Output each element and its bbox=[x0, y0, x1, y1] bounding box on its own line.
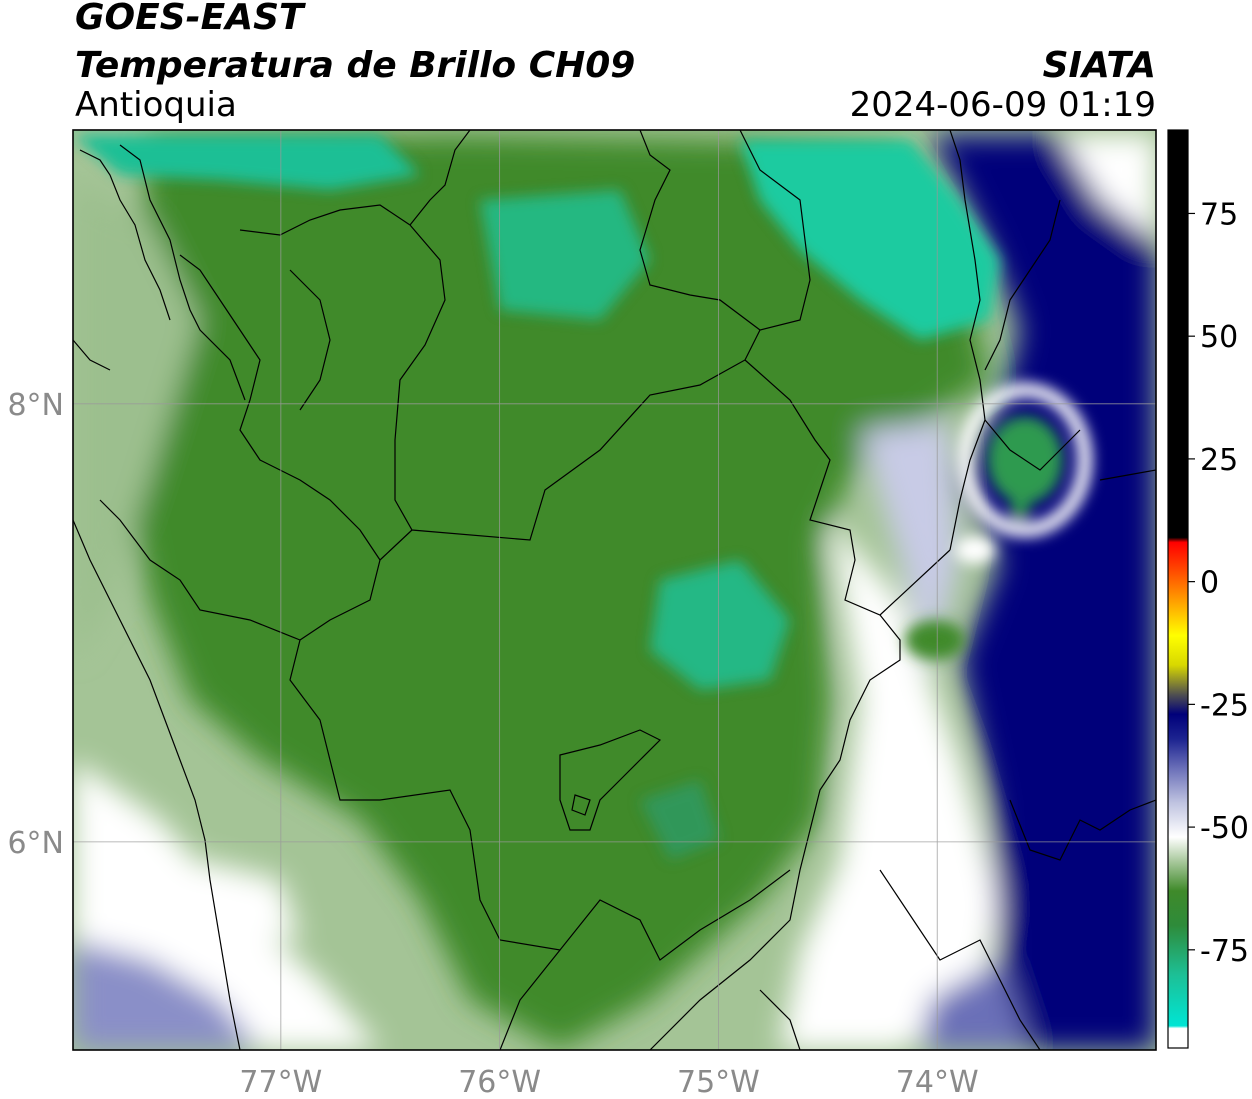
temperature-field bbox=[73, 130, 1156, 1050]
longitude-tick-label: 75°W bbox=[677, 1065, 760, 1099]
graticule bbox=[73, 130, 1156, 1050]
colorbar: 75 50 25 0 -25 -50 -75 bbox=[1167, 129, 1249, 1049]
datetime-label: 2024-06-09 01:19 bbox=[849, 85, 1156, 125]
satellite-title: GOES-EAST bbox=[75, 0, 304, 38]
latitude-labels: 8°N 6°N bbox=[7, 388, 64, 861]
longitude-labels: 77°W 76°W 75°W 74°W bbox=[239, 1065, 978, 1099]
colorbar-gradient bbox=[1167, 129, 1189, 1049]
region-subtitle: Antioquia bbox=[75, 85, 237, 125]
colorbar-tick-label: -25 bbox=[1200, 688, 1249, 723]
latitude-tick-label: 8°N bbox=[7, 388, 64, 423]
map-frame bbox=[72, 129, 1157, 1051]
colorbar-tick-label: -75 bbox=[1200, 934, 1249, 969]
department-borders bbox=[73, 130, 1156, 1050]
longitude-tick-label: 74°W bbox=[896, 1065, 979, 1099]
colorbar-tick-label: 50 bbox=[1200, 320, 1238, 355]
colorbar-tick-label: 75 bbox=[1200, 197, 1238, 232]
latitude-tick-label: 6°N bbox=[7, 826, 64, 861]
colorbar-tick-label: -50 bbox=[1200, 811, 1249, 846]
organization-label: SIATA bbox=[1042, 45, 1156, 86]
colorbar-tick-label: 0 bbox=[1200, 566, 1219, 601]
product-title: Temperatura de Brillo CH09 bbox=[75, 45, 636, 86]
colorbar-ticks: 75 50 25 0 -25 -50 -75 bbox=[1188, 197, 1249, 969]
longitude-tick-label: 76°W bbox=[458, 1065, 541, 1099]
colorbar-tick-label: 25 bbox=[1200, 443, 1238, 478]
longitude-tick-label: 77°W bbox=[239, 1065, 322, 1099]
